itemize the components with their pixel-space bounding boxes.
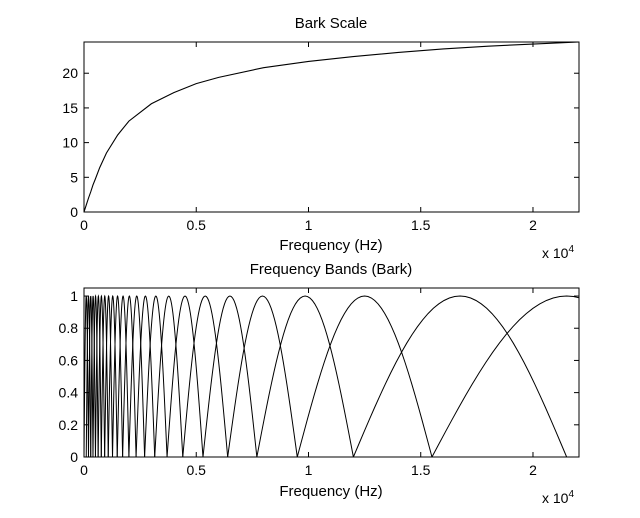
x-axis-ticks: 0 0.5 1 1.5 2 bbox=[80, 42, 537, 233]
x-tick-label: 0 bbox=[80, 462, 88, 478]
frequency-bands-chart: Frequency Bands (Bark) 0 0.5 1 1.5 2 0 0.2 0.4… bbox=[59, 261, 580, 506]
band-curve bbox=[104, 294, 114, 457]
band-curve bbox=[84, 295, 89, 457]
x-tick-label: 1.5 bbox=[411, 217, 431, 233]
y-tick-label: 0.6 bbox=[59, 352, 79, 368]
multiplier-exponent: 4 bbox=[568, 244, 574, 255]
bark-scale-chart: Bark Scale 0 0.5 1 1.5 2 0 5 10 15 20 Frequency … bbox=[62, 15, 580, 261]
chart-title: Bark Scale bbox=[295, 15, 368, 32]
multiplier-exponent: 4 bbox=[568, 489, 574, 500]
x-tick-label: 2 bbox=[529, 462, 537, 478]
band-curve bbox=[85, 295, 92, 457]
x-tick-label: 1 bbox=[305, 462, 313, 478]
band-curve bbox=[107, 294, 118, 457]
y-tick-label: 20 bbox=[62, 65, 78, 81]
band-curve-group bbox=[84, 294, 579, 457]
x-axis-ticks: 0 0.5 1 1.5 2 bbox=[80, 288, 537, 478]
band-curve bbox=[90, 295, 96, 457]
band-curve bbox=[97, 294, 106, 457]
y-axis-ticks: 0 0.2 0.4 0.6 0.8 1 bbox=[59, 288, 579, 465]
band-curve bbox=[256, 295, 354, 457]
band-curve bbox=[352, 295, 568, 457]
x-tick-label: 0.5 bbox=[187, 217, 207, 233]
band-curve bbox=[144, 295, 168, 457]
band-curve bbox=[92, 294, 99, 457]
band-curve bbox=[166, 295, 204, 457]
x-axis-label: Frequency (Hz) bbox=[279, 483, 382, 500]
band-curve bbox=[94, 294, 102, 457]
x-axis-label: Frequency (Hz) bbox=[279, 237, 382, 254]
band-curves bbox=[84, 294, 579, 457]
chart-title: Frequency Bands (Bark) bbox=[250, 261, 413, 278]
band-curve bbox=[116, 295, 130, 457]
y-tick-label: 15 bbox=[62, 100, 78, 116]
y-tick-label: 0.2 bbox=[59, 417, 79, 433]
x-tick-label: 0 bbox=[80, 217, 88, 233]
plot-frame bbox=[83, 41, 580, 213]
band-curve bbox=[431, 295, 579, 457]
multiplier-base: x 10 bbox=[542, 245, 569, 261]
band-curve bbox=[202, 295, 258, 457]
x-tick-label: 1 bbox=[305, 217, 313, 233]
y-tick-label: 5 bbox=[70, 169, 78, 185]
band-curve bbox=[87, 295, 94, 457]
y-tick-label: 0 bbox=[70, 449, 78, 465]
band-curve bbox=[112, 294, 124, 457]
x-tick-label: 0.5 bbox=[187, 462, 207, 478]
y-tick-label: 0.8 bbox=[59, 320, 79, 336]
band-curve bbox=[154, 295, 184, 457]
y-tick-label: 10 bbox=[62, 135, 78, 151]
bark-curve bbox=[83, 41, 580, 213]
band-curve bbox=[135, 295, 156, 457]
x-axis-multiplier: x 104 bbox=[542, 489, 574, 506]
band-curve bbox=[227, 295, 298, 457]
band-curve bbox=[182, 295, 229, 457]
multiplier-base: x 10 bbox=[542, 490, 569, 506]
plot-frame bbox=[83, 287, 580, 458]
band-curve bbox=[122, 295, 137, 457]
x-tick-label: 2 bbox=[529, 217, 537, 233]
band-curve bbox=[296, 295, 433, 457]
x-tick-label: 1.5 bbox=[411, 462, 431, 478]
y-axis-ticks: 0 5 10 15 20 bbox=[62, 65, 579, 220]
band-curve bbox=[128, 295, 146, 457]
y-tick-label: 0 bbox=[70, 204, 78, 220]
y-tick-label: 0.4 bbox=[59, 385, 79, 401]
y-tick-label: 1 bbox=[70, 288, 78, 304]
x-axis-multiplier: x 104 bbox=[542, 244, 574, 261]
band-curve bbox=[100, 294, 109, 457]
